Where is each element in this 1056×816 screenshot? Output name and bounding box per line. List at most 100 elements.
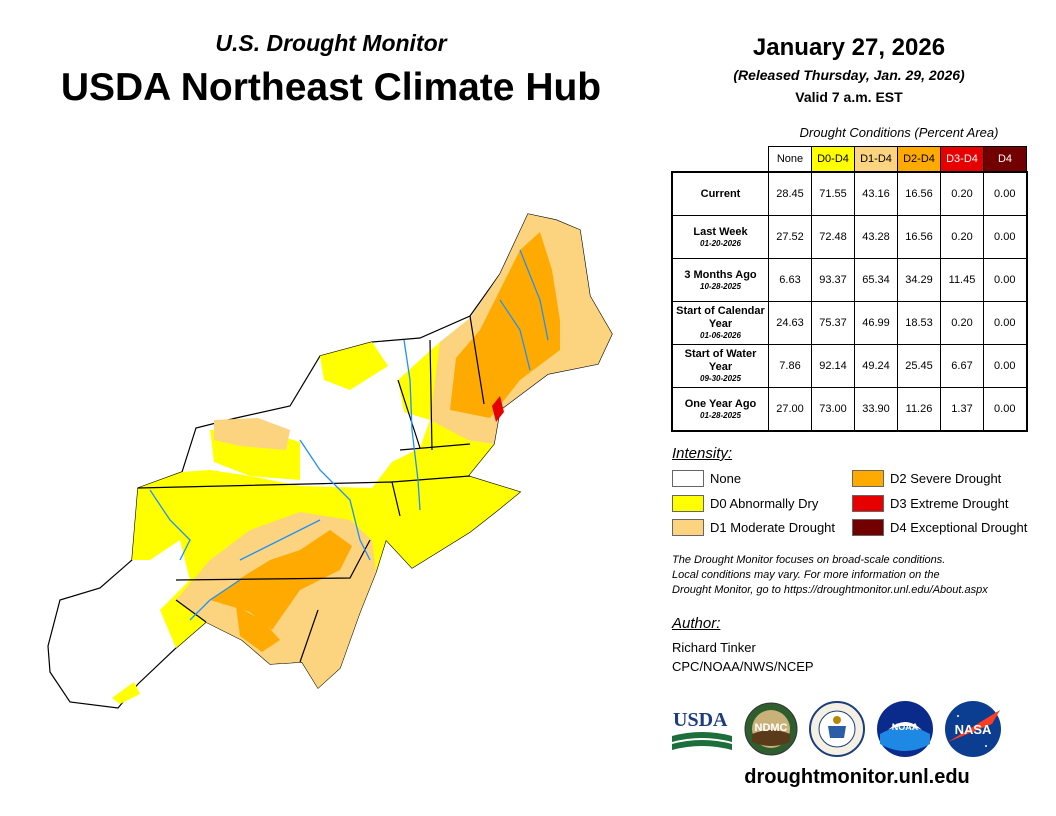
value-cell: 46.99 [854,301,898,345]
drought-area-d3 [492,396,504,422]
value-cell: 6.63 [768,258,812,302]
map-subtitle: U.S. Drought Monitor [215,30,447,56]
conditions-caption: Drought Conditions (Percent Area) [799,125,999,140]
column-header: D4 [983,146,1027,173]
legend-label: None [710,471,742,486]
value-cell: 24.63 [768,301,812,345]
footer-url[interactable]: droughtmonitor.unl.edu [744,766,970,788]
value-cell: 11.45 [940,258,984,302]
noaa-logo: NOAA [876,700,934,758]
legend-label: D1 Moderate Drought [710,520,836,535]
table-row: 3 Months Ago 10-28-2025 6.63 93.37 65.34 34.2… [671,258,1027,302]
drought-area-d0-wv [112,682,140,704]
value-cell: 0.00 [983,301,1027,345]
northeast-drought-map [47,213,613,709]
release-date: (Released Thursday, Jan. 29, 2026) [733,67,965,83]
value-cell: 28.45 [768,171,812,216]
nasa-logo-text: NASA [955,722,992,737]
valid-time: Valid 7 a.m. EST [795,89,903,105]
author-name: Richard Tinker [672,640,756,655]
ndmc-logo-text: NDMC [755,722,788,734]
note-line: The Drought Monitor focuses on broad-sca… [672,554,946,566]
value-cell: 0.00 [983,171,1027,216]
legend-item: D3 Extreme Drought [852,495,1009,512]
legend-label: D3 Extreme Drought [890,496,1009,511]
row-label: Start of Calendar Year [676,305,765,330]
value-cell: 0.00 [983,387,1027,432]
column-header: D3-D4 [940,146,984,173]
value-cell: 34.29 [897,258,941,302]
legend-heading: Intensity: [672,445,733,462]
row-label-cell: One Year Ago 01-28-2025 [671,387,769,432]
noaa-logo-text: NOAA [892,722,919,732]
row-date: 01-28-2025 [700,410,741,420]
value-cell: 72.48 [811,215,855,259]
row-label: 3 Months Ago [684,268,757,281]
row-label: Current [700,187,741,200]
row-label: Last Week [693,225,748,238]
note-line: Local conditions may vary. For more info… [672,569,940,581]
row-label-cell: Current [671,171,769,216]
legend-item: D1 Moderate Drought [672,519,835,536]
legend-swatch [672,495,704,512]
legend-swatch [852,495,884,512]
usda-logo-text: USDA [673,709,728,731]
value-cell: 71.55 [811,171,855,216]
value-cell: 65.34 [854,258,898,302]
drought-conditions-table: None D0-D4 D1-D4 D2-D4 D3-D4 D4 Current 2… [671,146,1028,432]
row-label-cell: Last Week 01-20-2026 [671,215,769,259]
legend-swatch [852,470,884,487]
author-block: Richard Tinker CPC/NOAA/NWS/NCEP [672,638,814,676]
value-cell: 0.20 [940,301,984,345]
legend-item: D0 Abnormally Dry [672,495,818,512]
ndmc-logo: NDMC [744,702,798,756]
value-cell: 92.14 [811,344,855,388]
legend-swatch [852,519,884,536]
seal-logo [808,700,866,758]
row-date: 01-20-2026 [700,238,741,248]
value-cell: 27.52 [768,215,812,259]
map-date: January 27, 2026 [752,34,946,61]
drought-area-d0-ny [320,342,388,390]
drought-area-d2-south [210,530,352,630]
legend-label: D4 Exceptional Drought [890,520,1028,535]
row-label-cell: Start of Water Year 09-30-2025 [671,344,769,388]
value-cell: 11.26 [897,387,941,432]
legend-item: D2 Severe Drought [852,470,1001,487]
value-cell: 0.20 [940,171,984,216]
drought-area-d1-ny [214,418,290,450]
table-row: One Year Ago 01-28-2025 27.00 73.00 33.90 11.… [671,387,1027,432]
author-heading: Author: [672,615,721,632]
legend-item: None [672,470,741,487]
row-label-cell: 3 Months Ago 10-28-2025 [671,258,769,302]
legend-swatch [672,519,704,536]
rivers [149,249,549,621]
table-row: Start of Water Year 09-30-2025 7.86 92.14 49… [671,344,1027,388]
legend-label: D0 Abnormally Dry [710,496,819,511]
table-row: Current 28.45 71.55 43.16 16.56 0.20 0.00 [671,171,1027,216]
value-cell: 16.56 [897,215,941,259]
value-cell: 75.37 [811,301,855,345]
row-label: One Year Ago [684,397,757,410]
drought-area-d2-md [236,606,280,652]
value-cell: 6.67 [940,344,984,388]
usda-logo: USDA [672,706,732,752]
column-header: D2-D4 [897,146,941,173]
value-cell: 43.28 [854,215,898,259]
value-cell: 33.90 [854,387,898,432]
value-cell: 25.45 [897,344,941,388]
legend-label: D2 Severe Drought [890,471,1002,486]
note-line: Drought Monitor, go to https://droughtmo… [672,584,988,596]
value-cell: 16.56 [897,171,941,216]
value-cell: 73.00 [811,387,855,432]
value-cell: 0.20 [940,215,984,259]
legend-item: D4 Exceptional Drought [852,519,1027,536]
value-cell: 93.37 [811,258,855,302]
table-row: Start of Calendar Year 01-06-2026 24.63 75.… [671,301,1027,345]
state-boundaries [137,315,485,663]
value-cell: 27.00 [768,387,812,432]
value-cell: 49.24 [854,344,898,388]
row-label-cell: Start of Calendar Year 01-06-2026 [671,301,769,345]
value-cell: 1.37 [940,387,984,432]
row-date: 09-30-2025 [700,374,741,383]
